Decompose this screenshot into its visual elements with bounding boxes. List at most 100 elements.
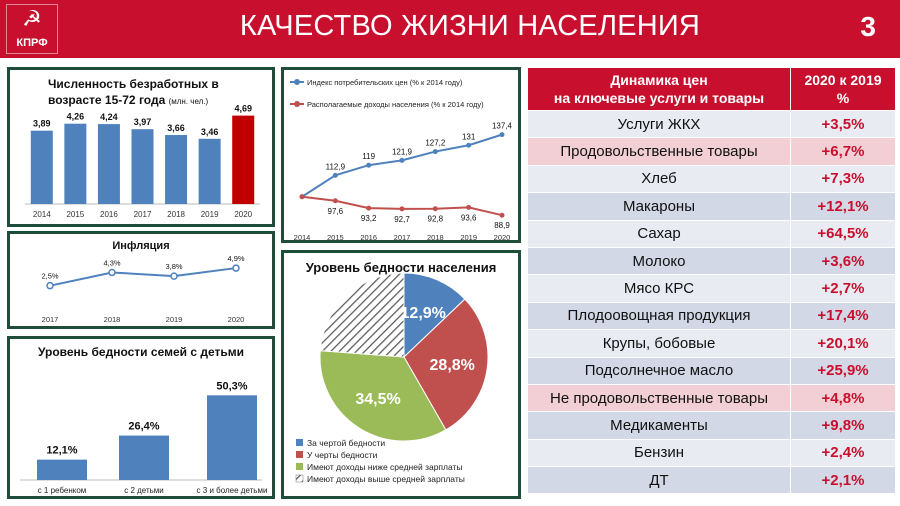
price-change-value: +12,1% — [790, 192, 896, 221]
pie-legend-swatch — [295, 474, 304, 483]
price-change-value: +3,5% — [790, 109, 896, 139]
series-value-label: 93,2 — [361, 214, 377, 223]
series-point — [332, 198, 338, 204]
price-item-name: Бензин — [527, 438, 791, 468]
family-poverty-title: Уровень бедности семей с детьми — [38, 345, 244, 359]
price-change-value: +2,7% — [790, 274, 896, 303]
price-item-name: Хлеб — [527, 164, 791, 194]
cpi-income-chart: Индекс потребительских цен (% к 2014 год… — [290, 78, 513, 240]
unemployment-value-label: 3,89 — [33, 119, 51, 129]
price-item-name: Макароны — [527, 192, 791, 221]
pie-legend-swatch — [296, 439, 303, 446]
price-item-name: Сахар — [527, 219, 791, 248]
inflation-year-label: 2017 — [42, 315, 59, 324]
family-poverty-category-label: с 2 детьми — [124, 486, 164, 495]
series-point — [366, 205, 372, 211]
price-item-name: ДТ — [527, 466, 791, 495]
pie-slice — [319, 350, 447, 442]
table-header-change: 2020 к 2019% — [790, 67, 896, 111]
series-point — [432, 149, 438, 155]
cpi-year-label: 2014 — [294, 233, 311, 240]
inflation-point — [46, 281, 54, 290]
price-item-name: Подсолнечное масло — [527, 356, 791, 385]
inflation-panel: Инфляция 2,5% 2017 4,3% 2018 3,8% 2019 4,9% 202… — [7, 231, 275, 329]
series-point — [332, 172, 338, 178]
table-row: Продовольственные товары +6,7% — [527, 137, 896, 166]
unemployment-bar — [198, 138, 221, 204]
poverty-pie-title: Уровень бедности населения — [306, 260, 497, 275]
family-poverty-bar — [37, 459, 87, 480]
series-point — [466, 142, 472, 148]
inflation-year-label: 2019 — [166, 315, 183, 324]
table-row: Крупы, бобовые +20,1% — [527, 329, 896, 358]
unemployment-year-label: 2020 — [234, 210, 252, 219]
series-point — [432, 206, 438, 212]
price-item-name: Молоко — [527, 246, 791, 276]
inflation-year-label: 2018 — [104, 315, 121, 324]
price-change-value: +25,9% — [790, 356, 896, 385]
series-point — [466, 204, 472, 210]
legend-label: Индекс потребительских цен (% к 2014 год… — [307, 78, 463, 87]
unemployment-bar — [64, 123, 87, 204]
unemployment-bars: 3,89 2014 4,26 2015 4,24 2016 3,97 2017 3,66 2018… — [25, 104, 260, 219]
inflation-value-label: 4,3% — [103, 258, 120, 267]
price-item-name: Не продовольственные товары — [527, 383, 791, 413]
price-change-value: +2,1% — [790, 466, 896, 495]
cpi-year-label: 2020 — [494, 233, 511, 240]
family-poverty-bars: 12,1% с 1 ребенком 26,4% с 2 детьми 50,3% с 3… — [20, 380, 267, 495]
poverty-pie-slices: 12,9% 28,8% 34,5% За чертой бедности У черты… — [295, 272, 489, 484]
inflation-point — [108, 268, 116, 277]
cpi-income-lines: Индекс потребительских цен (% к 2014 год… — [290, 78, 513, 240]
unemployment-bar — [97, 124, 120, 204]
series-value-label: 88,9 — [494, 221, 510, 230]
family-poverty-category-label: с 1 ребенком — [38, 486, 87, 495]
unemployment-year-label: 2016 — [100, 210, 118, 219]
unemployment-year-label: 2018 — [167, 210, 185, 219]
table-row: Бензин +2,4% — [527, 438, 896, 468]
table-row: Хлеб +7,3% — [527, 164, 896, 194]
inflation-value-label: 4,9% — [227, 254, 244, 263]
price-change-value: +7,3% — [790, 164, 896, 194]
pie-legend-label: У черты бедности — [307, 450, 378, 460]
page-title: КАЧЕСТВО ЖИЗНИ НАСЕЛЕНИЯ — [239, 10, 701, 42]
family-poverty-bar — [207, 395, 257, 480]
price-change-value: +17,4% — [790, 301, 896, 331]
table-row: ДТ +2,1% — [527, 466, 896, 495]
table-row: Плодоовощная продукция +17,4% — [527, 301, 896, 331]
logo-text: КПРФ — [16, 37, 48, 49]
family-poverty-category-label: с 3 и более детьми — [197, 486, 268, 495]
unemployment-title-cont: возрасте 15-72 года (млн. чел.) — [48, 93, 209, 107]
poverty-pie-chart: Уровень бедности населения 12,9% 28,8% 34,… — [295, 260, 497, 484]
family-poverty-value-label: 26,4% — [128, 421, 159, 433]
unemployment-year-label: 2017 — [134, 210, 152, 219]
inflation-series-line — [49, 267, 237, 287]
cpi-year-label: 2015 — [327, 233, 344, 240]
unemployment-year-label: 2019 — [201, 210, 219, 219]
pie-slice-label: 34,5% — [355, 391, 400, 408]
pie-legend-label: Имеют доходы выше средней зарплаты — [307, 474, 465, 484]
family-poverty-value-label: 12,1% — [46, 445, 77, 457]
price-change-value: +64,5% — [790, 219, 896, 248]
cpi-year-label: 2016 — [360, 233, 377, 240]
cpi-year-label: 2017 — [394, 233, 411, 240]
unemployment-bar — [30, 130, 53, 204]
inflation-chart: Инфляция 2,5% 2017 4,3% 2018 3,8% 2019 4,9% 202… — [41, 240, 245, 324]
series-point — [499, 212, 505, 218]
price-change-value: +4,8% — [790, 383, 896, 413]
inflation-year-label: 2020 — [228, 315, 245, 324]
pie-slice — [403, 298, 489, 431]
cpi-income-panel: Индекс потребительских цен (% к 2014 год… — [281, 67, 521, 243]
table-row: Мясо КРС +2,7% — [527, 274, 896, 303]
poverty-pie-panel: Уровень бедности населения 12,9% 28,8% 34,… — [281, 250, 521, 499]
pie-legend-swatch — [296, 451, 303, 458]
inflation-title: Инфляция — [112, 240, 169, 252]
series-value-label: 137,4 — [492, 122, 513, 131]
table-header-goods: Динамика цен на ключевые услуги и товары — [527, 67, 791, 111]
table-row: Макароны +12,1% — [527, 192, 896, 221]
series-point — [299, 194, 305, 200]
series-point — [499, 132, 505, 138]
hammer-sickle-icon: ☭ — [22, 7, 42, 32]
table-row: Не продовольственные товары +4,8% — [527, 383, 896, 413]
legend-marker — [294, 101, 300, 107]
family-poverty-bar — [119, 435, 169, 480]
